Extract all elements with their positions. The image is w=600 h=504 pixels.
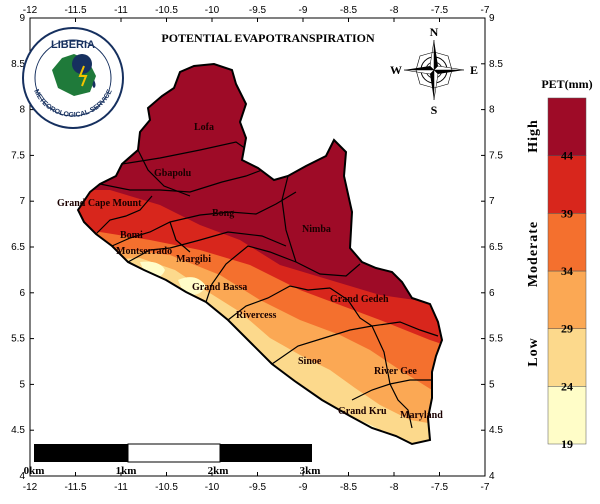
y-tick-label-right-10: 4 [489, 471, 495, 482]
x-tick-label-bottom-1: -11.5 [64, 482, 86, 493]
legend-break-0: 44 [561, 149, 573, 163]
y-tick-label-right-2: 8 [489, 105, 495, 116]
logo-org-line1: LIBERIA [51, 39, 95, 51]
y-tick-label-left-10: 4 [19, 471, 25, 482]
y-tick-label-left-0: 9 [19, 13, 25, 24]
y-tick-label-left-6: 6 [19, 288, 25, 299]
y-tick-label-right-7: 5.5 [489, 334, 503, 345]
met-service-logo: LIBERIA METEOROLOGICAL SERVICE [22, 27, 124, 129]
x-tick-label-bottom-2: -11 [114, 482, 128, 493]
map-axes: -12 -12 -11.5 -11.5 -11 -11 -10.5 -10.5 -10 -10 -9… [11, 5, 503, 493]
legend-break-5: 19 [561, 437, 573, 451]
x-tick-label-top-7: -8.5 [340, 5, 358, 16]
y-tick-label-right-5: 6.5 [489, 242, 503, 253]
county-label-bomi: Bomi [120, 230, 143, 241]
legend-break-labels: 44 39 34 29 24 19 [561, 149, 573, 451]
x-tick-label-top-5: -9.5 [249, 5, 267, 16]
y-tick-label-right-3: 7.5 [489, 150, 503, 161]
x-tick-label-bottom-7: -8.5 [340, 482, 358, 493]
x-tick-label-top-4: -10 [205, 5, 220, 16]
y-tick-label-left-3: 7.5 [11, 150, 25, 161]
x-tick-label-bottom-9: -7.5 [431, 482, 449, 493]
map-title: POTENTIAL EVAPOTRANSPIRATION [161, 31, 375, 45]
x-tick-label-top-8: -8 [390, 5, 399, 16]
y-tick-label-left-4: 7 [19, 196, 25, 207]
y-tick-label-right-9: 4.5 [489, 425, 503, 436]
legend-swatch-3 [547, 213, 587, 272]
x-tick-label-bottom-4: -10 [205, 482, 220, 493]
legend-class-moderate: Moderate [526, 221, 541, 287]
x-tick-label-bottom-10: -7 [481, 482, 490, 493]
county-label-rivercess: Rivercess [236, 310, 276, 321]
county-label-gbapolu: Gbapolu [154, 168, 192, 179]
county-label-sinoe: Sinoe [298, 356, 322, 367]
y-tick-label-left-5: 6.5 [11, 242, 25, 253]
legend-class-low: Low [526, 337, 541, 366]
county-label-grand-gedeh: Grand Gedeh [330, 294, 389, 305]
county-label-grand-bassa: Grand Bassa [192, 282, 247, 293]
x-tick-label-bottom-5: -9.5 [249, 482, 267, 493]
compass-w: W [390, 63, 402, 77]
x-tick-label-top-9: -7.5 [431, 5, 449, 16]
lightning-icon [78, 65, 88, 87]
y-tick-label-right-1: 8.5 [489, 59, 503, 70]
county-label-river-gee: River Gee [374, 366, 417, 377]
pet-legend: PET(mm) 44 39 34 29 24 19 High Moderate Low [526, 77, 593, 451]
legend-title: PET(mm) [541, 77, 592, 91]
legend-break-1: 39 [561, 206, 573, 220]
y-tick-label-right-6: 6 [489, 288, 495, 299]
y-tick-label-left-1: 8.5 [11, 59, 25, 70]
y-tick-label-left-2: 8 [19, 105, 25, 116]
legend-swatch-0 [547, 386, 587, 445]
county-label-grand-cape-mount: Grand Cape Mount [57, 198, 142, 209]
scale-bar: 0km 1km 2km 3km [24, 443, 321, 477]
scale-label-1: 1km [116, 465, 137, 477]
x-tick-label-top-1: -11.5 [64, 5, 86, 16]
y-tick-label-left-9: 4.5 [11, 425, 25, 436]
y-tick-label-right-0: 9 [489, 13, 495, 24]
y-tick-label-left-7: 5.5 [11, 334, 25, 345]
county-label-grand-kru: Grand Kru [338, 406, 387, 417]
legend-break-2: 34 [561, 264, 573, 278]
x-tick-label-top-3: -10.5 [155, 5, 178, 16]
y-tick-label-right-4: 7 [489, 196, 495, 207]
scale-label-3: 3km [300, 465, 321, 477]
county-label-margibi: Margibi [176, 254, 211, 265]
x-tick-label-top-2: -11 [114, 5, 128, 16]
scale-label-2: 2km [208, 465, 229, 477]
county-label-bong: Bong [212, 208, 234, 219]
legend-swatch-1 [547, 328, 587, 387]
north-arrow-compass: N S E W [390, 25, 478, 117]
x-tick-label-top-6: -9 [299, 5, 308, 16]
county-label-maryland: Maryland [400, 410, 443, 421]
legend-swatch-5 [547, 97, 587, 156]
legend-break-4: 24 [561, 379, 573, 393]
legend-break-3: 29 [561, 322, 573, 336]
compass-e: E [470, 63, 478, 77]
cloud-icon [72, 54, 92, 74]
county-label-nimba: Nimba [302, 224, 331, 235]
scale-label-0: 0km [24, 465, 45, 477]
x-tick-label-bottom-3: -10.5 [155, 482, 178, 493]
compass-n: N [430, 25, 439, 39]
legend-color-bar [547, 97, 587, 445]
county-label-lofa: Lofa [194, 122, 214, 133]
x-tick-label-top-10: -7 [481, 5, 490, 16]
legend-class-high: High [526, 119, 541, 153]
legend-swatch-4 [547, 155, 587, 214]
legend-swatch-2 [547, 270, 587, 329]
y-tick-label-right-8: 5 [489, 379, 495, 390]
county-labels: Lofa Gbapolu Grand Cape Mount Bong Nimba… [57, 122, 443, 421]
x-tick-label-bottom-0: -12 [23, 482, 38, 493]
x-tick-label-bottom-6: -9 [299, 482, 308, 493]
compass-s: S [431, 103, 438, 117]
y-tick-label-left-8: 5 [19, 379, 25, 390]
raindrop-icon [92, 80, 96, 88]
x-tick-label-top-0: -12 [23, 5, 38, 16]
x-tick-label-bottom-8: -8 [390, 482, 399, 493]
county-label-montserrado: Montserrado [116, 246, 172, 257]
